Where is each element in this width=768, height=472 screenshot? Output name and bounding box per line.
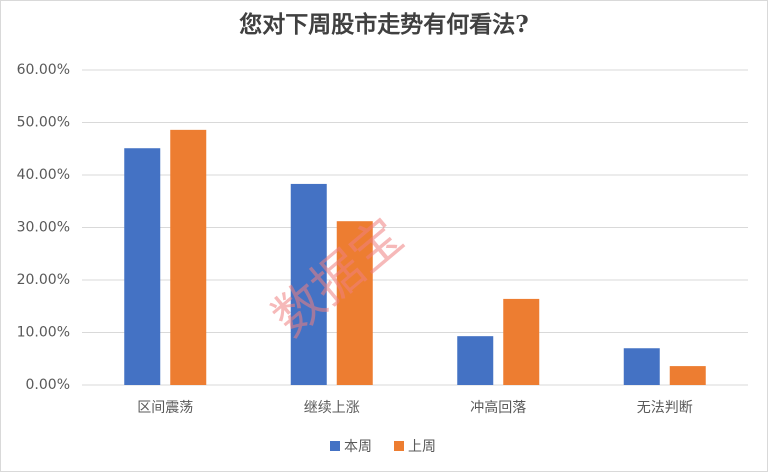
bar: [669, 366, 706, 385]
y-tick-label: 30.00%: [17, 220, 70, 236]
bar: [290, 183, 327, 385]
x-tick-label: 无法判断: [637, 400, 693, 416]
legend-swatch: [394, 441, 404, 451]
y-tick-label: 20.00%: [17, 272, 70, 288]
chart-title: 您对下周股市走势有何看法?: [239, 11, 528, 38]
y-tick-label: 60.00%: [17, 62, 70, 78]
y-tick-label: 40.00%: [17, 167, 70, 183]
bar: [503, 298, 540, 385]
x-tick-label: 冲高回落: [470, 399, 526, 416]
legend-label: 本周: [344, 439, 372, 455]
legend-swatch: [330, 441, 340, 451]
x-tick-label: 区间震荡: [137, 400, 193, 416]
y-tick-label: 50.00%: [17, 115, 70, 131]
bar: [457, 336, 494, 385]
x-tick-label: 继续上涨: [304, 399, 360, 416]
y-tick-label: 10.00%: [17, 325, 70, 341]
bar: [170, 129, 207, 385]
bar: [623, 348, 660, 385]
y-tick-label: 0.00%: [26, 377, 70, 393]
bar: [336, 221, 373, 385]
bar: [124, 148, 161, 385]
legend-label: 上周: [408, 439, 436, 455]
